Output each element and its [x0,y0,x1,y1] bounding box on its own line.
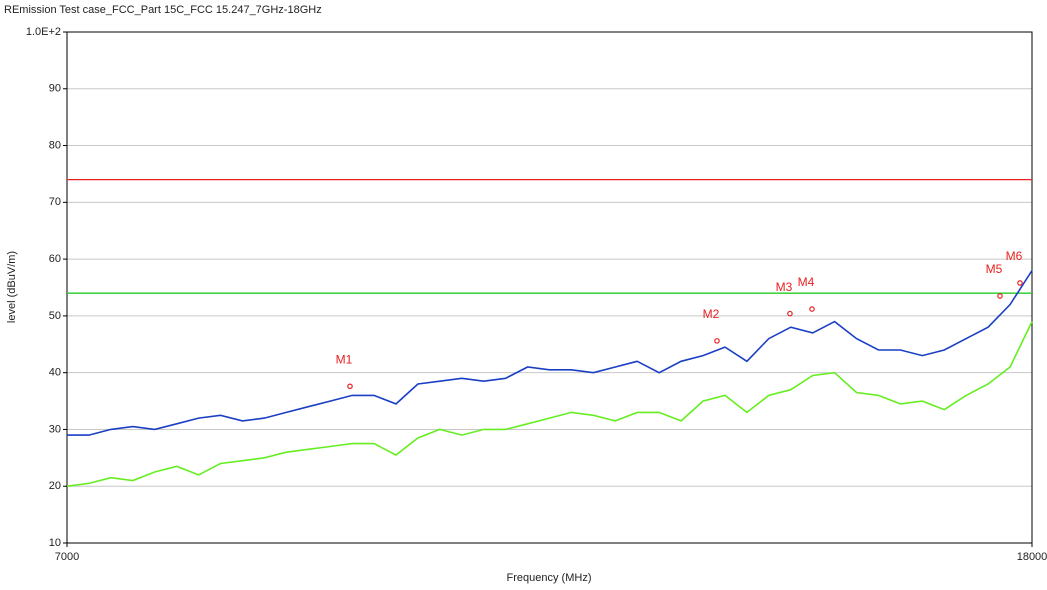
marker-label: M6 [1006,249,1023,263]
y-tick-label: 50 [49,310,61,322]
series-line [66,321,1033,487]
y-tick-label: 40 [49,367,61,379]
marker-label: M3 [776,280,793,294]
marker-label: M5 [986,262,1003,276]
y-tick-label: 1.0E+2 [26,26,61,38]
x-tick-label: 18000 [1017,551,1047,563]
chart-title: REmission Test case_FCC_Part 15C_FCC 15.… [4,4,322,16]
marker-label: M2 [703,307,720,321]
y-tick-label: 90 [49,83,61,95]
y-tick-label: 70 [49,196,61,208]
series-line [67,270,1033,436]
plot-frame [66,31,1033,544]
y-tick-label: 80 [49,139,61,151]
marker-label: M4 [798,275,815,289]
y-tick-label: 20 [49,480,61,492]
marker [787,310,793,317]
x-tick-label: 7000 [55,551,79,563]
marker-label: M1 [336,352,353,366]
x-axis-label: Frequency (MHz) [507,572,592,584]
y-tick-label: 30 [49,423,61,435]
y-tick-label: 10 [49,537,61,549]
marker [997,293,1003,299]
marker [714,338,720,344]
y-axis-label: level (dBuV/m) [6,251,18,323]
marker [809,306,815,312]
marker [347,383,353,390]
y-tick-label: 60 [49,253,61,265]
marker [1017,280,1023,286]
